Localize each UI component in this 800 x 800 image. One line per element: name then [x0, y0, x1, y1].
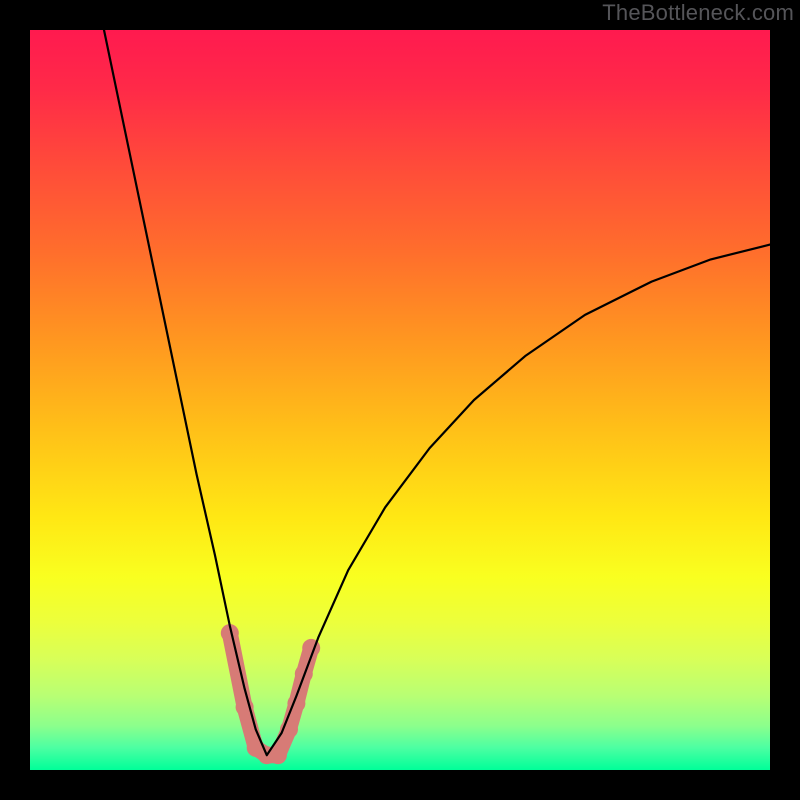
watermark-text: TheBottleneck.com	[602, 0, 794, 26]
plot-background	[30, 30, 770, 770]
chart-stage: TheBottleneck.com	[0, 0, 800, 800]
bottleneck-curve-chart	[0, 0, 800, 800]
